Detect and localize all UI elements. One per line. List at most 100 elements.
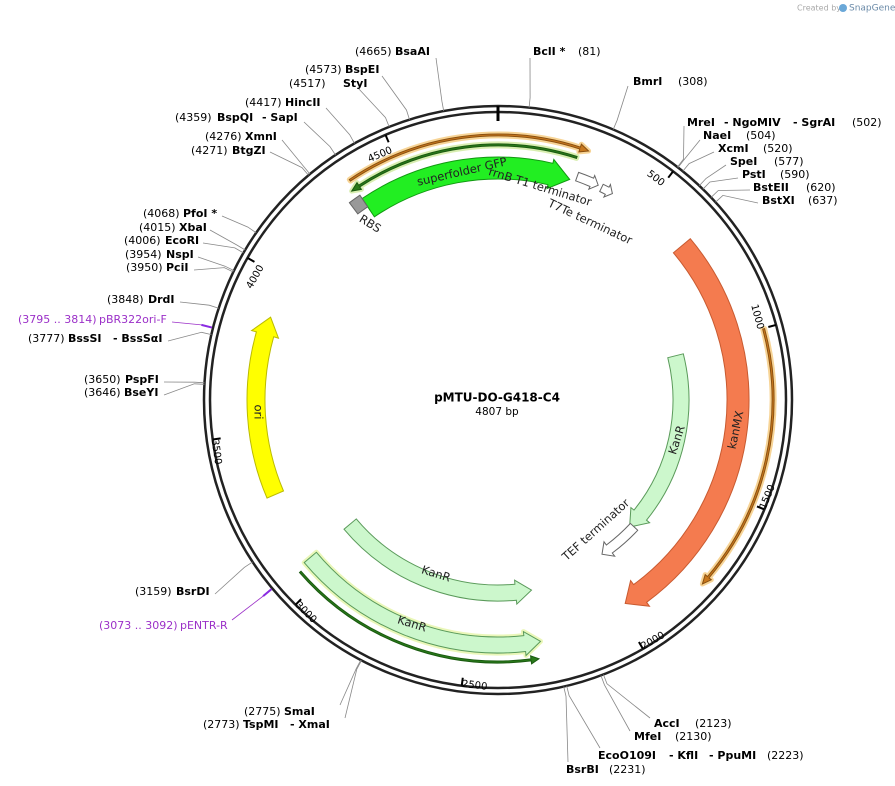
site-name: PciI bbox=[166, 261, 188, 274]
site-position: (4271) bbox=[191, 144, 228, 157]
site-name: BstXI bbox=[762, 194, 795, 207]
site-name: DrdI bbox=[148, 293, 175, 306]
site-name: AccI bbox=[654, 717, 680, 730]
site-name: - SgrAI bbox=[793, 116, 835, 129]
site-line bbox=[214, 561, 253, 595]
site-line bbox=[566, 685, 601, 749]
site-position: (4006) bbox=[124, 234, 161, 247]
feature-arrow bbox=[343, 518, 533, 606]
site-position: (2123) bbox=[695, 717, 732, 730]
primer-name: pENTR-R bbox=[180, 619, 228, 632]
site-line bbox=[281, 139, 311, 175]
tick-mark bbox=[384, 134, 390, 143]
tick-label: 2500 bbox=[461, 679, 488, 693]
feature-arrow bbox=[574, 171, 599, 191]
site-position: (3159) bbox=[135, 585, 172, 598]
site-position: (3954) bbox=[125, 248, 162, 261]
site-name: BspEI bbox=[345, 63, 379, 76]
site-line bbox=[715, 194, 759, 204]
site-line bbox=[435, 57, 445, 112]
site-line bbox=[221, 215, 257, 234]
site-line bbox=[682, 151, 715, 172]
site-name: BspQI bbox=[217, 111, 253, 124]
credit: Created by bbox=[797, 4, 841, 13]
site-position: (4517) bbox=[289, 77, 326, 90]
site-position: (3646) bbox=[84, 386, 121, 399]
site-line bbox=[269, 151, 309, 176]
tick-label: 3500 bbox=[209, 439, 223, 466]
site-position: (2773) bbox=[203, 718, 240, 731]
primer-line bbox=[231, 595, 264, 621]
site-position: (81) bbox=[578, 45, 601, 58]
logo bbox=[839, 4, 847, 12]
plasmid-length: 4807 bp bbox=[475, 406, 519, 418]
tick-mark bbox=[638, 641, 644, 650]
site-line bbox=[167, 331, 212, 342]
feature-label: TEF terminator bbox=[558, 496, 632, 565]
tick-label: 1000 bbox=[748, 303, 765, 330]
feature-arrow bbox=[348, 133, 590, 182]
site-line bbox=[699, 164, 727, 186]
tick-mark bbox=[756, 505, 765, 511]
site-line bbox=[381, 75, 410, 120]
site-line bbox=[163, 381, 205, 384]
primer-name: pBR322ori-F bbox=[99, 313, 167, 326]
site-name: BclI * bbox=[533, 45, 566, 58]
site-line bbox=[710, 189, 751, 198]
site-position: (2223) bbox=[767, 749, 804, 762]
tick-mark bbox=[294, 598, 302, 606]
site-line bbox=[179, 301, 219, 309]
site-position: (637) bbox=[808, 194, 838, 207]
site-name: SmaI bbox=[284, 705, 315, 718]
site-line bbox=[603, 674, 651, 719]
primer-mark bbox=[262, 588, 273, 597]
site-line bbox=[357, 87, 390, 128]
site-name: PfoI * bbox=[183, 207, 217, 220]
site-name: EcoO109I bbox=[598, 749, 656, 762]
site-line bbox=[563, 686, 569, 763]
site-position: (3650) bbox=[84, 373, 121, 386]
site-name: BseYI bbox=[124, 386, 158, 399]
site-name: BsaAI bbox=[395, 45, 430, 58]
plasmid-name: pMTU-DO-G418-C4 bbox=[434, 391, 560, 405]
site-name: BstEII bbox=[753, 181, 789, 194]
site-line bbox=[677, 125, 685, 168]
site-line bbox=[303, 121, 336, 156]
site-position: (4015) bbox=[139, 221, 176, 234]
site-name: NaeI bbox=[703, 129, 731, 142]
site-position: (620) bbox=[806, 181, 836, 194]
site-name: MreI bbox=[687, 116, 715, 129]
site-name: TspMI bbox=[243, 718, 279, 731]
site-name: XcmI bbox=[718, 142, 749, 155]
site-position: (2130) bbox=[675, 730, 712, 743]
site-name: - KflI bbox=[669, 749, 698, 762]
tick-mark bbox=[212, 437, 221, 441]
site-position: (308) bbox=[678, 75, 708, 88]
site-name: BmrI bbox=[633, 75, 662, 88]
tick-label: 500 bbox=[645, 169, 667, 189]
site-position: (577) bbox=[774, 155, 804, 168]
site-position: (4573) bbox=[305, 63, 342, 76]
site-line bbox=[193, 267, 234, 273]
site-line bbox=[344, 660, 362, 719]
site-line bbox=[325, 107, 355, 144]
site-line bbox=[197, 256, 235, 271]
tick-mark bbox=[247, 257, 255, 263]
site-name: XmnI bbox=[245, 130, 277, 143]
site-position: (4276) bbox=[205, 130, 242, 143]
site-name: SpeI bbox=[730, 155, 757, 168]
site-name: XbaI bbox=[179, 221, 207, 234]
tick-mark bbox=[768, 323, 777, 328]
site-line bbox=[339, 659, 362, 706]
feature-arrow bbox=[601, 522, 639, 557]
primer-line bbox=[171, 321, 202, 326]
site-name: EcoRI bbox=[165, 234, 199, 247]
site-line bbox=[163, 383, 205, 396]
site-name: - PpuMI bbox=[709, 749, 756, 762]
site-name: BssSI bbox=[68, 332, 102, 345]
site-name: StyI bbox=[343, 77, 367, 90]
feature-arrow bbox=[298, 570, 541, 665]
tick-mark bbox=[460, 677, 464, 686]
site-position: (4417) bbox=[245, 96, 282, 109]
site-name: MfeI bbox=[634, 730, 661, 743]
